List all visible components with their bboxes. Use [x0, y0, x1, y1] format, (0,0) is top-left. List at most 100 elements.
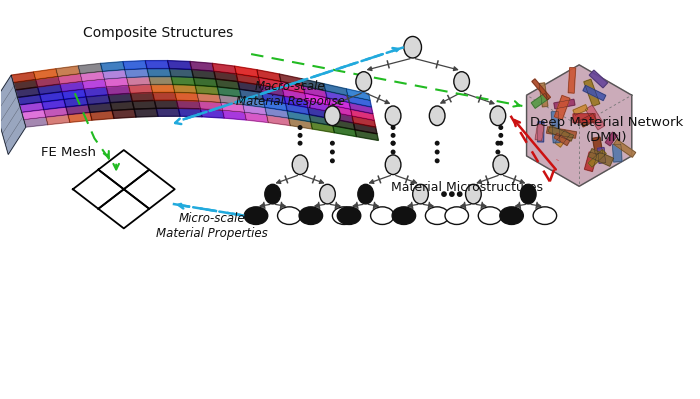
Polygon shape	[239, 89, 263, 100]
Circle shape	[391, 134, 395, 137]
Text: Material Microstructures: Material Microstructures	[391, 181, 542, 194]
Polygon shape	[190, 61, 214, 71]
Polygon shape	[44, 107, 68, 117]
Polygon shape	[327, 98, 351, 109]
Polygon shape	[585, 105, 605, 130]
Circle shape	[391, 141, 395, 145]
Polygon shape	[584, 79, 600, 106]
Polygon shape	[614, 140, 636, 157]
Circle shape	[298, 134, 302, 137]
Ellipse shape	[370, 207, 394, 225]
Ellipse shape	[325, 106, 340, 126]
Polygon shape	[538, 122, 544, 142]
Polygon shape	[66, 105, 90, 115]
Polygon shape	[333, 126, 356, 136]
Polygon shape	[238, 81, 262, 92]
Polygon shape	[554, 99, 575, 109]
Ellipse shape	[299, 207, 323, 225]
Polygon shape	[531, 93, 549, 108]
Polygon shape	[526, 65, 631, 186]
Polygon shape	[244, 112, 268, 122]
Polygon shape	[588, 150, 606, 167]
Ellipse shape	[292, 155, 308, 174]
Polygon shape	[580, 114, 596, 127]
Ellipse shape	[500, 207, 524, 225]
Polygon shape	[547, 127, 577, 138]
Circle shape	[435, 141, 439, 145]
Polygon shape	[214, 71, 238, 81]
Ellipse shape	[320, 184, 335, 204]
Polygon shape	[68, 113, 92, 122]
Polygon shape	[216, 79, 239, 89]
Polygon shape	[279, 74, 303, 86]
Polygon shape	[15, 87, 40, 97]
Polygon shape	[552, 111, 560, 143]
Polygon shape	[219, 95, 243, 105]
Polygon shape	[265, 107, 288, 118]
Polygon shape	[147, 69, 171, 77]
Polygon shape	[149, 77, 173, 85]
Polygon shape	[42, 99, 66, 110]
Polygon shape	[167, 61, 192, 69]
Circle shape	[330, 141, 334, 145]
Polygon shape	[554, 95, 570, 120]
Polygon shape	[38, 84, 62, 95]
Circle shape	[449, 192, 454, 196]
Polygon shape	[241, 97, 265, 107]
Polygon shape	[34, 69, 58, 79]
Ellipse shape	[520, 184, 536, 204]
Polygon shape	[346, 89, 370, 101]
Polygon shape	[573, 114, 595, 122]
Polygon shape	[257, 70, 281, 81]
Polygon shape	[156, 108, 180, 116]
Circle shape	[499, 126, 503, 129]
Ellipse shape	[404, 36, 421, 58]
Polygon shape	[349, 103, 373, 114]
Ellipse shape	[454, 72, 470, 91]
Polygon shape	[532, 79, 550, 100]
Polygon shape	[573, 105, 588, 115]
Text: Micro-scale
Material Properties: Micro-scale Material Properties	[156, 212, 268, 241]
Polygon shape	[175, 93, 199, 101]
Circle shape	[499, 141, 503, 145]
Polygon shape	[583, 85, 606, 101]
Ellipse shape	[493, 155, 509, 174]
Polygon shape	[129, 85, 153, 93]
Ellipse shape	[426, 207, 449, 225]
Circle shape	[298, 126, 302, 129]
Polygon shape	[82, 79, 106, 89]
Polygon shape	[568, 68, 575, 93]
Ellipse shape	[490, 106, 505, 126]
Polygon shape	[145, 61, 169, 69]
Polygon shape	[84, 87, 108, 97]
Ellipse shape	[478, 207, 502, 225]
Polygon shape	[60, 81, 84, 92]
Polygon shape	[306, 100, 330, 112]
Polygon shape	[173, 85, 197, 93]
Circle shape	[330, 159, 334, 162]
Polygon shape	[108, 93, 132, 103]
Ellipse shape	[265, 184, 281, 204]
Ellipse shape	[356, 72, 372, 91]
Circle shape	[458, 192, 462, 196]
Polygon shape	[106, 85, 130, 95]
Polygon shape	[262, 92, 286, 103]
Polygon shape	[212, 63, 236, 74]
Polygon shape	[303, 86, 327, 98]
Polygon shape	[589, 70, 608, 88]
Text: Composite Structures: Composite Structures	[83, 26, 233, 40]
Text: Macro-scale
Material Response: Macro-scale Material Response	[236, 80, 344, 108]
Polygon shape	[192, 69, 216, 79]
Polygon shape	[200, 109, 224, 118]
Ellipse shape	[413, 184, 428, 204]
Polygon shape	[548, 126, 573, 141]
Circle shape	[496, 150, 500, 154]
Polygon shape	[267, 115, 290, 126]
Ellipse shape	[332, 207, 356, 225]
Polygon shape	[98, 150, 149, 189]
Polygon shape	[0, 75, 26, 154]
Polygon shape	[64, 97, 88, 107]
Polygon shape	[302, 79, 326, 91]
Polygon shape	[234, 66, 258, 77]
Polygon shape	[123, 61, 147, 69]
